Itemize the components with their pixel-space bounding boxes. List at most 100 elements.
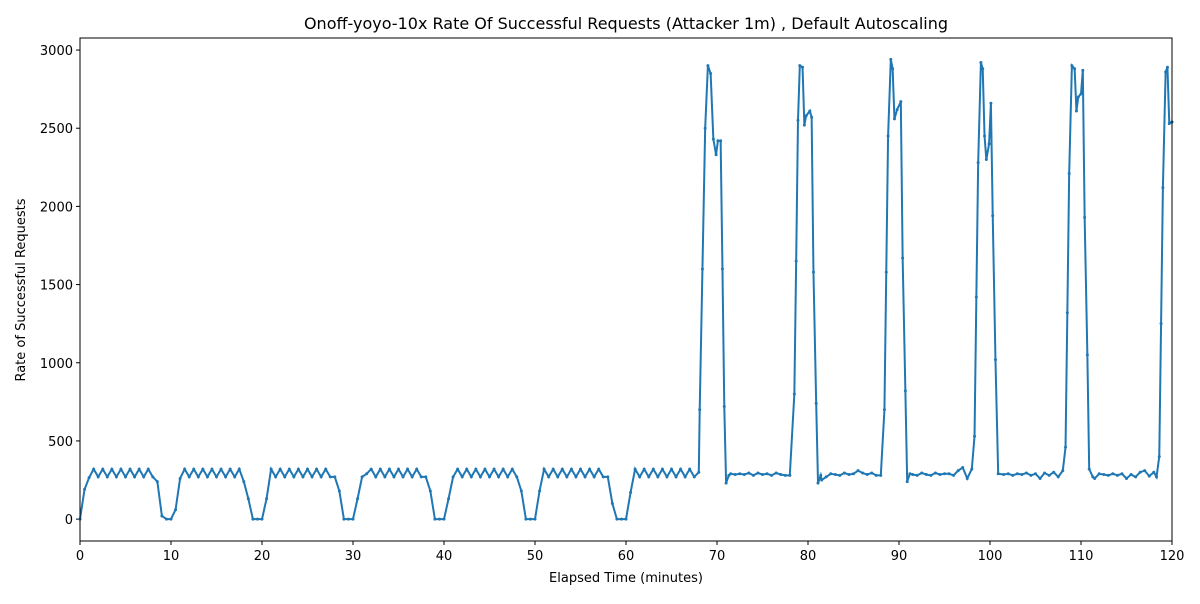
data-point (255, 517, 259, 521)
data-point (428, 489, 432, 493)
chart-title: Onoff-yoyo-10x Rate Of Successful Reques… (304, 14, 948, 33)
data-point (706, 64, 710, 68)
data-point (1070, 64, 1074, 68)
data-point (801, 65, 805, 69)
data-point (269, 467, 273, 471)
data-point (1076, 95, 1080, 99)
data-point (342, 517, 346, 521)
x-tick-label: 70 (709, 549, 726, 564)
data-point (688, 467, 692, 471)
data-point (619, 517, 623, 521)
data-point (315, 467, 319, 471)
data-point (989, 101, 993, 105)
data-point (424, 475, 428, 479)
data-point (351, 517, 355, 521)
data-point (365, 472, 369, 476)
data-point (1165, 65, 1169, 69)
data-point (488, 475, 491, 479)
data-point (369, 467, 373, 471)
data-point (698, 408, 702, 412)
x-tick-label: 0 (76, 549, 84, 564)
data-point (783, 473, 787, 477)
data-point (406, 467, 410, 471)
data-point (886, 134, 890, 138)
data-point (882, 408, 886, 412)
data-point (765, 472, 769, 476)
data-point (838, 473, 842, 477)
data-point (700, 267, 704, 271)
data-point (588, 467, 592, 471)
x-tick-label: 10 (163, 549, 180, 564)
data-point (119, 467, 123, 471)
data-point (601, 475, 605, 479)
data-point (538, 489, 542, 493)
data-point (1038, 476, 1042, 480)
data-point (1102, 473, 1106, 477)
data-point (610, 501, 614, 505)
data-point (324, 467, 328, 471)
data-point (651, 467, 655, 471)
data-point (146, 467, 150, 471)
data-point (474, 467, 478, 471)
y-tick-label: 3000 (40, 44, 73, 59)
data-point (660, 467, 664, 471)
data-point (328, 475, 332, 479)
data-point (920, 471, 924, 475)
data-point (722, 405, 726, 409)
data-point (633, 467, 637, 471)
data-point (933, 471, 937, 475)
data-point (515, 475, 519, 479)
data-point (987, 142, 991, 146)
data-point (83, 487, 87, 491)
data-point (178, 476, 182, 480)
data-point (124, 475, 127, 479)
data-point (196, 475, 200, 479)
data-point (1074, 109, 1078, 113)
data-point (981, 67, 985, 71)
data-point (656, 475, 660, 479)
data-point (824, 475, 828, 479)
data-point (770, 473, 774, 477)
data-point (237, 467, 241, 471)
data-point (615, 517, 619, 521)
data-point (556, 475, 560, 479)
x-tick-label: 90 (891, 549, 908, 564)
data-point (856, 469, 860, 473)
data-point (915, 473, 919, 477)
x-axis-label: Elapsed Time (minutes) (549, 571, 703, 586)
data-point (242, 480, 246, 484)
data-point (128, 467, 132, 471)
data-point (1115, 473, 1119, 477)
data-point (456, 467, 460, 471)
data-point (164, 517, 168, 521)
data-point (519, 489, 523, 493)
data-point (337, 489, 341, 493)
y-tick-label: 1500 (40, 279, 73, 294)
data-point (92, 467, 96, 471)
data-point (842, 471, 846, 475)
data-point (192, 467, 196, 471)
data-point (205, 475, 209, 479)
data-point (1159, 322, 1163, 326)
data-point (974, 295, 978, 299)
y-tick-label: 1000 (40, 357, 73, 372)
data-point (533, 517, 537, 521)
data-point (1056, 475, 1060, 479)
data-point (1064, 445, 1068, 449)
data-point (155, 480, 159, 484)
data-point (378, 467, 382, 471)
data-point (638, 475, 642, 479)
data-point (356, 497, 360, 501)
data-point (1085, 353, 1089, 357)
data-point (319, 475, 323, 479)
data-point (219, 467, 223, 471)
data-point (703, 126, 707, 130)
data-point (483, 467, 487, 471)
data-point (802, 123, 806, 127)
data-point (903, 389, 907, 393)
data-point (738, 472, 742, 476)
data-point (719, 139, 723, 143)
data-point (1020, 473, 1024, 477)
